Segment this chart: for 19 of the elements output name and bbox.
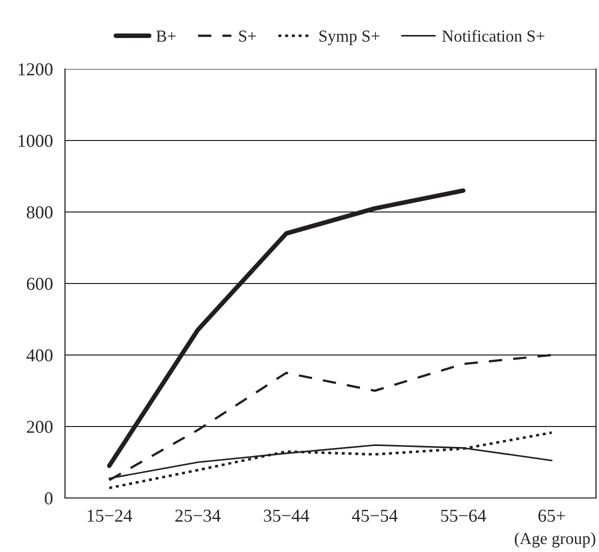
y-tick-label: 800 — [26, 206, 53, 218]
y-tick-label: 1200 — [18, 63, 53, 76]
legend-label: B+ — [156, 30, 176, 42]
x-tick-label: 45−54 — [352, 510, 398, 522]
x-tick-label: 35−44 — [264, 510, 310, 522]
legend-label: S+ — [239, 30, 256, 42]
x-tick-label: 25−34 — [175, 510, 221, 522]
y-tick-label: 0 — [44, 492, 53, 504]
y-tick-label: 200 — [26, 420, 53, 433]
y-tick-label: 400 — [26, 349, 53, 362]
y-tick-label: 1000 — [18, 134, 53, 147]
legend-label: Symp S+ — [319, 30, 380, 46]
y-tick-label: 600 — [26, 278, 53, 290]
x-tick-label: 65+ — [538, 510, 565, 522]
legend-label: Notification S+ — [442, 30, 544, 42]
x-tick-label: 55−64 — [441, 510, 486, 522]
x-tick-label: 15−24 — [88, 510, 132, 522]
x-axis-title: (Age group) — [514, 532, 596, 548]
line-series — [108, 431, 553, 490]
